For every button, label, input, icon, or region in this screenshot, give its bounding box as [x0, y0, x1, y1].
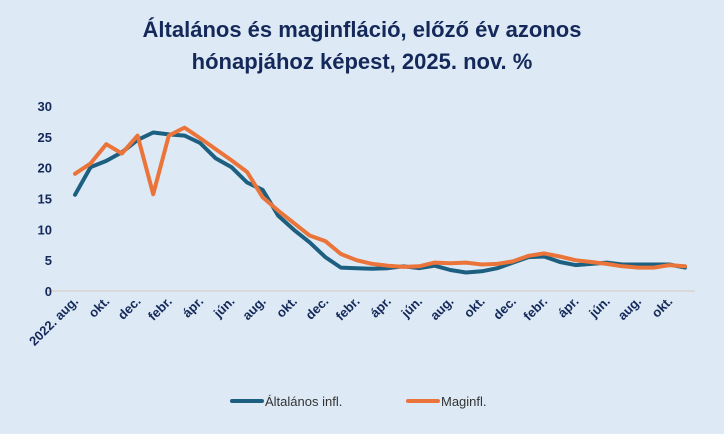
x-tick-label: aug. [427, 294, 457, 324]
y-tick-label: 10 [38, 222, 52, 237]
x-tick-label: okt. [273, 294, 300, 321]
x-tick-label: 2022. aug. [26, 294, 81, 349]
x-tick-label: okt. [649, 294, 676, 321]
x-tick-label: febr. [145, 294, 175, 324]
y-tick-label: 30 [38, 99, 52, 114]
x-tick-label: okt. [85, 294, 112, 321]
x-tick-label: dec. [490, 294, 519, 323]
chart-title: Általános és maginfláció, előző év azono… [0, 14, 724, 78]
x-tick-label: aug. [239, 294, 269, 324]
legend-label: Maginfl. [441, 394, 487, 409]
y-tick-label: 15 [38, 192, 52, 207]
y-tick-label: 20 [38, 161, 52, 176]
x-tick-label: ápr. [555, 294, 582, 321]
x-tick-label: febr. [520, 294, 550, 324]
x-tick-label: dec. [302, 294, 331, 323]
x-tick-label: dec. [115, 294, 144, 323]
x-tick-label: aug. [615, 294, 645, 324]
series-line-altalanos [73, 130, 687, 275]
y-tick-label: 5 [45, 253, 52, 268]
x-tick-label: jún. [398, 294, 426, 322]
chart-title-line-2: hónapjához képest, 2025. nov. % [191, 49, 533, 74]
x-tick-label: jún. [210, 294, 238, 322]
x-tick-label: ápr. [367, 294, 394, 321]
y-tick-label: 0 [45, 284, 52, 299]
x-tick-label: okt. [461, 294, 488, 321]
legend-label: Általános infl. [265, 394, 342, 409]
x-tick-label: ápr. [179, 294, 206, 321]
chart-title-line-1: Általános és maginfláció, előző év azono… [142, 17, 582, 42]
y-tick-label: 25 [38, 130, 52, 145]
x-tick-label: jún. [585, 294, 613, 322]
series-line-maginfl [73, 125, 687, 270]
x-tick-label: febr. [333, 294, 363, 324]
